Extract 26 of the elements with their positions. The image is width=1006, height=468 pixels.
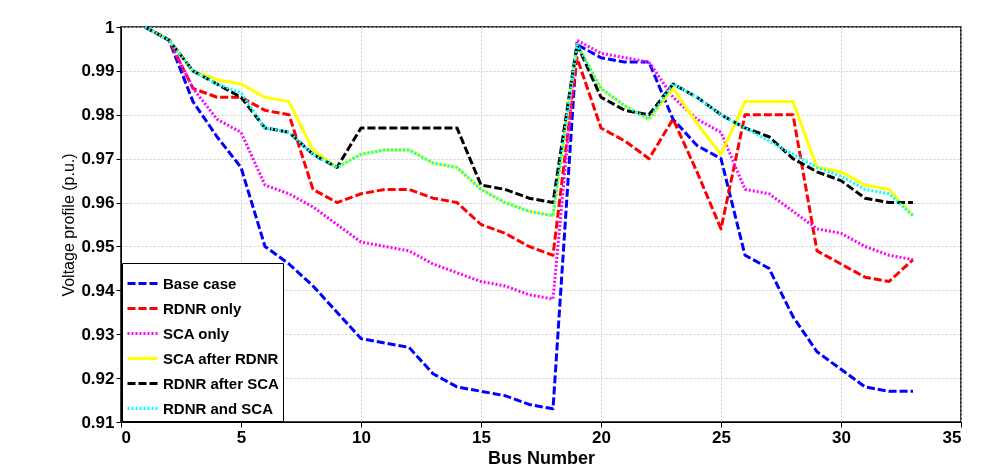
x-tick-label: 5: [236, 427, 247, 447]
legend-label: RDNR and SCA: [163, 399, 274, 417]
x-tick-label: 35: [942, 427, 962, 447]
y-tick-label: 0.99: [81, 61, 115, 81]
y-tick-label: 1: [105, 17, 115, 37]
y-tick-label: 0.93: [81, 324, 115, 344]
y-tick-label: 0.91: [81, 412, 115, 432]
x-tick-label: 20: [592, 427, 611, 447]
legend-label: SCA only: [163, 324, 230, 342]
legend-label: RDNR after SCA: [163, 374, 280, 392]
legend-label: RDNR only: [163, 299, 242, 317]
x-tick-label: 25: [712, 427, 731, 447]
y-tick-label: 0.97: [81, 149, 115, 169]
y-tick-label: 0.95: [81, 236, 115, 256]
x-tick-label: 10: [352, 427, 371, 447]
y-tick-label: 0.96: [81, 193, 115, 213]
legend-label: SCA after RDNR: [163, 349, 279, 367]
x-tick-label: 30: [832, 427, 851, 447]
y-tick-label: 0.92: [81, 368, 115, 388]
x-axis-title: Bus Number: [487, 447, 596, 468]
x-tick-label: 0: [121, 427, 131, 447]
y-tick-label: 0.94: [81, 280, 116, 300]
x-tick-label: 15: [472, 427, 491, 447]
y-axis-title: Voltage profile (p.u.): [60, 153, 78, 297]
legend-label: Base case: [163, 274, 237, 292]
y-tick-label: 0.98: [81, 105, 115, 125]
